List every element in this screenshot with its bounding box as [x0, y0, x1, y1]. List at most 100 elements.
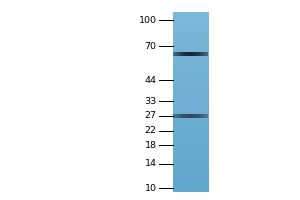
Bar [172, 46, 208, 48]
Bar [172, 27, 208, 28]
Bar [172, 159, 208, 160]
Bar [172, 182, 208, 183]
Bar [172, 114, 208, 116]
Bar [172, 124, 208, 126]
Bar [172, 112, 208, 114]
Bar [172, 52, 208, 54]
Bar [172, 44, 208, 45]
Bar [172, 153, 208, 154]
Bar [172, 64, 208, 66]
Text: 14: 14 [145, 159, 157, 168]
Bar [172, 87, 208, 88]
Bar [172, 24, 208, 25]
Bar [172, 122, 208, 123]
Bar [172, 51, 208, 52]
Bar [172, 123, 208, 124]
Bar [172, 178, 208, 180]
Bar [172, 174, 208, 176]
Bar [172, 154, 208, 156]
Text: 33: 33 [144, 97, 157, 106]
Bar [172, 39, 208, 40]
Bar [172, 120, 208, 122]
Bar [172, 48, 208, 49]
Bar [172, 164, 208, 165]
Bar [172, 134, 208, 135]
Bar [172, 66, 208, 68]
Bar [172, 130, 208, 132]
Bar [172, 34, 208, 36]
Bar [172, 102, 208, 104]
Bar [172, 90, 208, 92]
Bar [172, 98, 208, 99]
Bar [172, 129, 208, 130]
Bar [172, 146, 208, 147]
Bar [172, 166, 208, 168]
Bar [172, 152, 208, 153]
Bar [172, 81, 208, 83]
Text: 22: 22 [145, 126, 157, 135]
Bar [172, 54, 208, 56]
Text: 18: 18 [145, 141, 157, 150]
Bar [172, 40, 208, 42]
Bar [172, 142, 208, 144]
Bar [172, 76, 208, 78]
Bar [172, 99, 208, 101]
Bar [172, 84, 208, 86]
Bar [172, 184, 208, 186]
Bar [172, 42, 208, 44]
Bar [172, 172, 208, 174]
Bar [172, 15, 208, 17]
Bar [172, 111, 208, 112]
Bar [172, 92, 208, 93]
Bar [172, 57, 208, 58]
Text: 44: 44 [145, 76, 157, 85]
Bar [172, 132, 208, 134]
Bar [172, 118, 208, 120]
Bar [172, 140, 208, 141]
Bar [172, 38, 208, 39]
Bar [172, 62, 208, 63]
Bar [172, 158, 208, 159]
Bar [172, 69, 208, 71]
Bar [172, 96, 208, 98]
Bar [172, 135, 208, 137]
Bar [172, 17, 208, 18]
Bar [172, 55, 208, 57]
Bar [172, 28, 208, 30]
Bar [172, 86, 208, 87]
Bar [172, 138, 208, 140]
Bar [172, 188, 208, 189]
Bar [172, 58, 208, 60]
Bar [172, 30, 208, 31]
Bar [172, 162, 208, 164]
Bar [172, 26, 208, 27]
Bar [172, 22, 208, 24]
Bar [172, 170, 208, 171]
Bar [172, 71, 208, 72]
Bar [172, 177, 208, 179]
Text: kDa: kDa [155, 0, 176, 1]
Bar [172, 116, 208, 117]
Bar [172, 126, 208, 128]
Text: 100: 100 [139, 16, 157, 25]
Bar [172, 72, 208, 74]
Bar [172, 171, 208, 172]
Bar [172, 60, 208, 62]
Bar [172, 108, 208, 110]
Bar [172, 21, 208, 22]
Bar [172, 105, 208, 107]
Bar [172, 93, 208, 95]
Bar [172, 183, 208, 184]
Bar [172, 117, 208, 118]
Bar [172, 79, 208, 81]
Bar [172, 101, 208, 102]
Bar [172, 189, 208, 190]
Bar [172, 63, 208, 64]
Text: 27: 27 [145, 111, 157, 120]
Bar [172, 83, 208, 84]
Bar [172, 20, 208, 21]
Bar [172, 75, 208, 76]
Bar [172, 150, 208, 152]
Bar [172, 128, 208, 129]
Bar [172, 14, 208, 15]
